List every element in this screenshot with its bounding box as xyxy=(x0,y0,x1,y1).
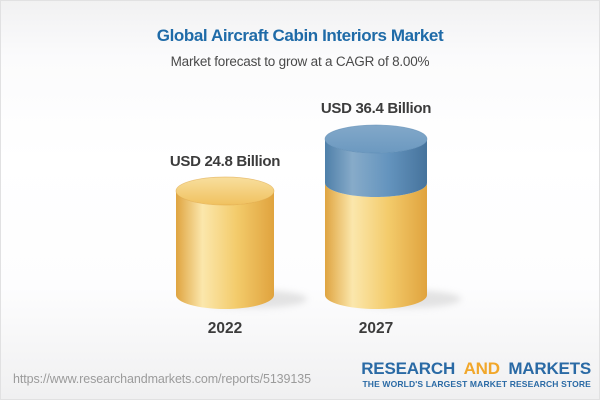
page-title: Global Aircraft Cabin Interiors Market xyxy=(156,26,444,45)
report-url[interactable]: https://www.researchandmarkets.com/repor… xyxy=(13,372,311,386)
bar-2027-base-segment xyxy=(325,183,427,309)
value-label-2022: USD 24.8 Billion xyxy=(170,153,280,170)
logo-wordmark: RESEARCH AND MARKETS xyxy=(361,360,591,378)
market-size-chart: USD 24.8 Billion 2022 USD 36.4 Billion 2… xyxy=(170,100,461,337)
chart-header: Global Aircraft Cabin Interiors Market M… xyxy=(1,26,599,69)
year-label-2027: 2027 xyxy=(359,320,393,337)
logo-tagline: THE WORLD'S LARGEST MARKET RESEARCH STOR… xyxy=(362,379,591,389)
page-subtitle: Market forecast to grow at a CAGR of 8.0… xyxy=(170,54,430,69)
logo-word-markets: MARKETS xyxy=(508,359,591,378)
bar-2022-top xyxy=(175,176,275,206)
logo-word-and: AND xyxy=(463,359,500,378)
logo-word-research: RESEARCH xyxy=(361,359,456,378)
bar-2027: USD 36.4 Billion 2027 xyxy=(321,100,461,337)
bar-2027-growth-segment xyxy=(325,139,427,197)
bar-2027-top xyxy=(324,124,428,154)
research-and-markets-logo: RESEARCH AND MARKETS THE WORLD'S LARGEST… xyxy=(361,360,591,390)
year-label-2022: 2022 xyxy=(208,320,242,337)
bar-2022-body xyxy=(176,191,274,309)
bar-2022: USD 24.8 Billion 2022 xyxy=(170,153,307,337)
value-label-2027: USD 36.4 Billion xyxy=(321,100,431,117)
